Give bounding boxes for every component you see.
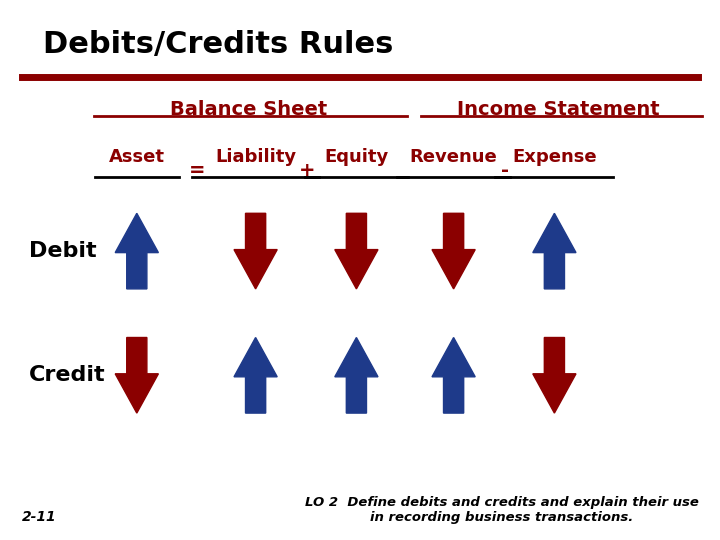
Text: LO 2  Define debits and credits and explain their use
in recording business tran: LO 2 Define debits and credits and expla… <box>305 496 698 524</box>
Text: 2-11: 2-11 <box>22 510 56 524</box>
Polygon shape <box>533 338 576 413</box>
Polygon shape <box>115 213 158 289</box>
Text: Revenue: Revenue <box>410 148 498 166</box>
Text: Credit: Credit <box>29 365 105 386</box>
Polygon shape <box>335 338 378 413</box>
Text: Income Statement: Income Statement <box>456 100 660 119</box>
Text: Debit: Debit <box>29 241 96 261</box>
Polygon shape <box>234 338 277 413</box>
Polygon shape <box>234 213 277 289</box>
Text: +: + <box>300 160 315 180</box>
Text: Equity: Equity <box>324 148 389 166</box>
Polygon shape <box>533 213 576 289</box>
Polygon shape <box>115 338 158 413</box>
Text: -: - <box>501 160 510 180</box>
Text: Liability: Liability <box>215 148 296 166</box>
Text: Debits/Credits Rules: Debits/Credits Rules <box>43 30 394 59</box>
Text: =: = <box>189 160 205 180</box>
Text: Expense: Expense <box>512 148 597 166</box>
Text: Asset: Asset <box>109 148 165 166</box>
Text: Balance Sheet: Balance Sheet <box>170 100 327 119</box>
Polygon shape <box>335 213 378 289</box>
Polygon shape <box>432 213 475 289</box>
Polygon shape <box>432 338 475 413</box>
